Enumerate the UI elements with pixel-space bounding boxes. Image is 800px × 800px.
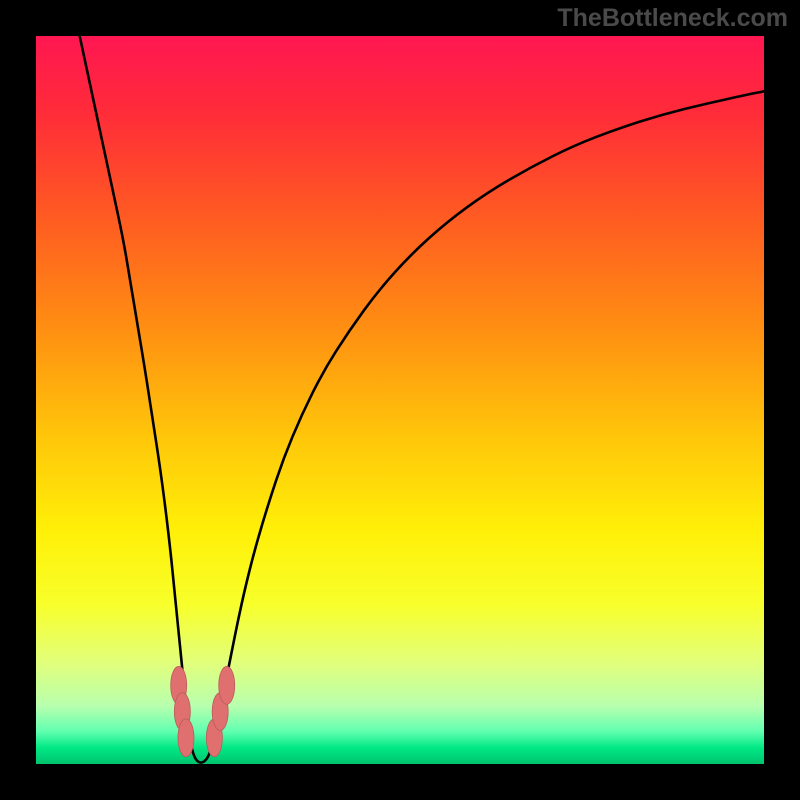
gradient-background [36, 36, 764, 764]
watermark-text: TheBottleneck.com [557, 4, 788, 33]
plot-svg [36, 36, 764, 764]
data-marker [219, 666, 235, 704]
plot-area [36, 36, 764, 764]
data-marker [178, 719, 194, 757]
